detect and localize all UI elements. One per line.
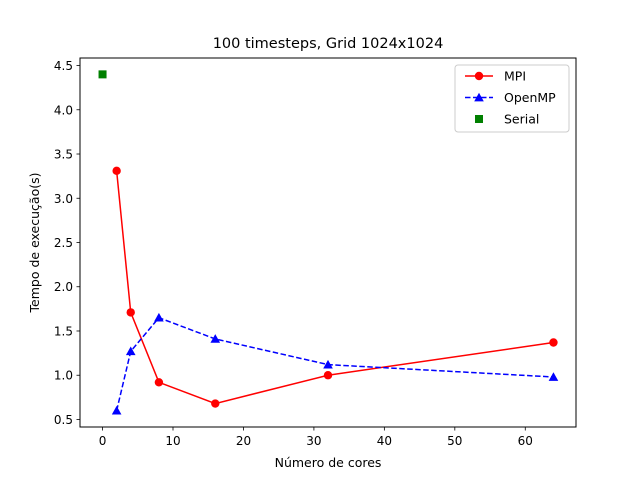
legend: MPI OpenMP Serial (454, 64, 570, 133)
x-tick-label: 0 (99, 434, 107, 448)
y-tick-label: 1.0 (54, 369, 73, 383)
y-tick-label: 3.5 (54, 148, 73, 162)
x-tick-label: 30 (306, 434, 321, 448)
y-axis-label: Tempo de execução(s) (27, 173, 42, 314)
legend-mpi-marker (474, 71, 484, 81)
mpi-line (115, 170, 554, 405)
mpi-point (154, 378, 164, 387)
y-tick-label: 1.5 (54, 324, 73, 338)
openmp-point (210, 334, 221, 343)
x-tick-label: 20 (236, 434, 251, 448)
mpi-point (112, 166, 121, 176)
x-tick-label: 40 (377, 434, 392, 448)
y-tick-label: 0.5 (54, 413, 73, 427)
openmp-point (111, 405, 122, 415)
openmp-line (115, 316, 554, 411)
legend-mpi-label: MPI (504, 69, 526, 84)
mpi-point (126, 308, 135, 317)
chart-title: 100 timesteps, Grid 1024x1024 (213, 36, 444, 52)
mpi-point (211, 399, 220, 408)
y-tick-label: 2.5 (54, 236, 73, 250)
openmp-point (323, 359, 333, 369)
x-tick-label: 60 (518, 434, 533, 448)
plot-area (98, 70, 559, 415)
mpi-point (549, 338, 558, 347)
serial-point (98, 70, 107, 79)
x-axis-label: Número de cores (275, 455, 382, 470)
y-tick-label: 3.0 (54, 192, 73, 206)
legend-serial-label: Serial (504, 112, 539, 127)
y-tick-label: 2.0 (54, 280, 73, 294)
mpi-point (323, 371, 333, 380)
legend-openmp-label: OpenMP (504, 90, 556, 105)
x-tick-label: 50 (447, 434, 462, 448)
y-tick-label: 4.0 (54, 103, 73, 117)
openmp-point (125, 346, 136, 356)
legend-frame (454, 64, 570, 133)
legend-openmp-marker (474, 92, 484, 102)
x-tick-label: 10 (165, 434, 180, 448)
openmp-point (154, 312, 164, 322)
y-tick-label: 4.5 (54, 59, 73, 73)
openmp-point (548, 372, 559, 381)
legend-serial-marker (475, 115, 483, 123)
